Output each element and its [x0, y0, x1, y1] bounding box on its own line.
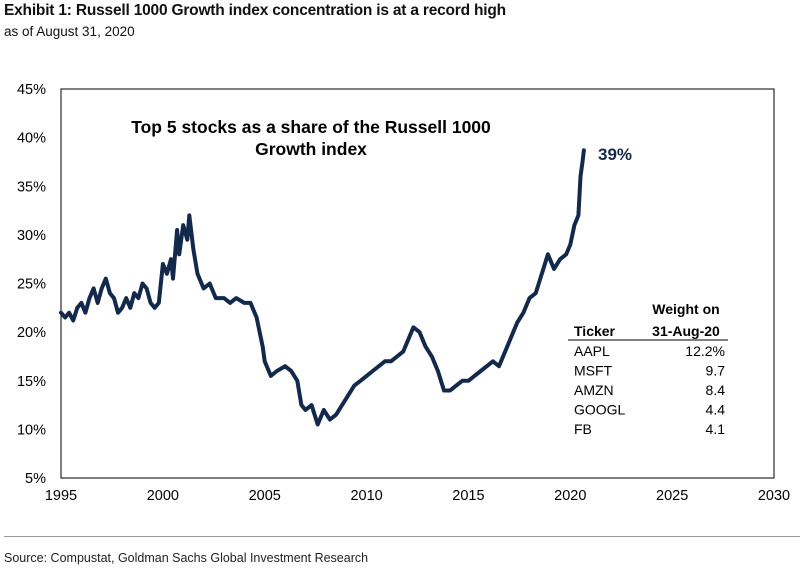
source-divider	[4, 536, 800, 537]
table-cell-ticker: AAPL	[574, 343, 610, 359]
table-cell-ticker: MSFT	[574, 363, 613, 379]
chart-svg: 5% 10% 15% 20% 25% 30% 35% 40% 45% 1995 2000 2005 2…	[17, 82, 790, 504]
plot-frame	[60, 88, 775, 479]
table-cell-weight: 12.2%	[685, 343, 725, 359]
x-tick-label: 2025	[656, 488, 688, 504]
x-tick-label: 2005	[249, 488, 281, 504]
end-label: 39%	[598, 145, 632, 164]
y-tick-label: 45%	[17, 82, 46, 98]
table-cell-weight: 8.4	[706, 382, 726, 398]
x-tick-label: 2010	[350, 488, 382, 504]
x-tick-label: 2015	[452, 488, 484, 504]
table-cell-weight: 4.4	[706, 402, 726, 418]
table-cell-ticker: AMZN	[574, 382, 614, 398]
table-cell-weight: 4.1	[706, 421, 726, 437]
table-cell-ticker: FB	[574, 421, 592, 437]
chart-title-line-1: Top 5 stocks as a share of the Russell 1…	[131, 117, 491, 137]
x-axis: 1995 2000 2005 2010 2015 2020 2025 2030	[45, 488, 790, 504]
chart-title-line-2: Growth index	[255, 139, 367, 159]
table-header-weight-line-1: Weight on	[652, 301, 719, 317]
source-note: Source: Compustat, Goldman Sachs Global …	[4, 551, 369, 565]
y-tick-label: 10%	[17, 422, 46, 438]
table-cell-ticker: GOOGL	[574, 402, 626, 418]
table-rows: AAPL 12.2% MSFT 9.7 AMZN 8.4 GOOGL 4.4 FB 4.1	[574, 343, 725, 437]
y-tick-label: 40%	[17, 131, 46, 147]
x-tick-label: 2030	[758, 488, 790, 504]
weights-table: Weight on Ticker 31-Aug-20 AAPL 12.2% MSFT…	[568, 301, 728, 437]
x-tick-label: 1995	[45, 488, 77, 504]
table-cell-weight: 9.7	[706, 363, 726, 379]
series-line	[59, 148, 586, 427]
table-header-ticker: Ticker	[574, 323, 616, 339]
exhibit-title: Exhibit 1: Russell 1000 Growth index con…	[4, 2, 506, 19]
y-tick-label: 30%	[17, 228, 46, 244]
y-tick-label: 35%	[17, 179, 46, 195]
y-tick-label: 5%	[25, 471, 46, 487]
exhibit-subtitle: as of August 31, 2020	[4, 24, 135, 39]
y-tick-label: 25%	[17, 277, 46, 293]
y-tick-label: 20%	[17, 325, 46, 341]
y-axis: 5% 10% 15% 20% 25% 30% 35% 40% 45%	[17, 82, 46, 487]
x-tick-label: 2020	[554, 488, 586, 504]
x-tick-label: 2000	[147, 488, 179, 504]
table-header-weight-line-2: 31-Aug-20	[652, 323, 720, 339]
y-tick-label: 15%	[17, 374, 46, 390]
